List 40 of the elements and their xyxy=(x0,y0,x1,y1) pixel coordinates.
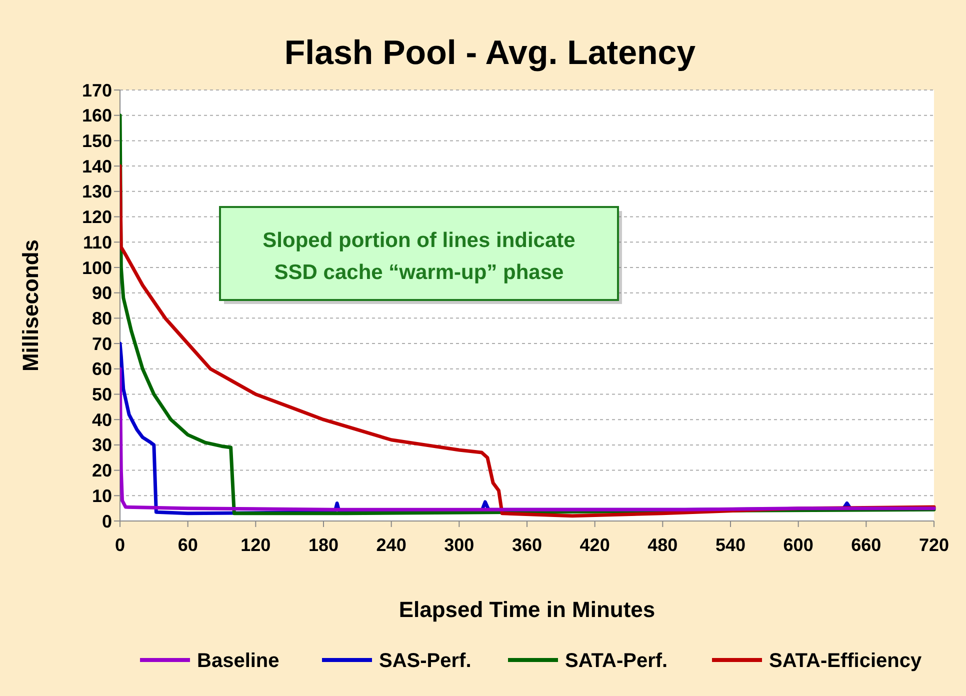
legend-label: SAS-Perf. xyxy=(379,650,472,672)
y-tick-label: 60 xyxy=(92,359,112,380)
x-tick-label: 120 xyxy=(240,535,271,555)
y-tick-label: 50 xyxy=(92,384,112,405)
y-tick-label: 140 xyxy=(82,156,112,176)
x-tick-label: 540 xyxy=(715,535,746,555)
x-tick-label: 180 xyxy=(308,535,339,555)
y-tick-label: 10 xyxy=(92,486,112,506)
x-tick-label: 60 xyxy=(178,535,198,555)
y-tick-label: 110 xyxy=(82,232,112,252)
x-axis-title: Elapsed Time in Minutes xyxy=(398,597,656,622)
legend-label: SATA-Perf. xyxy=(565,650,668,672)
x-tick-label: 240 xyxy=(376,535,406,555)
y-tick-label: 40 xyxy=(92,410,112,430)
x-tick-label: 0 xyxy=(114,535,126,555)
y-tick-label: 160 xyxy=(82,106,112,126)
y-tick-label: 150 xyxy=(82,131,112,152)
x-tick-label: 720 xyxy=(918,535,950,555)
y-tick-label: 90 xyxy=(92,283,112,304)
y-tick-label: 100 xyxy=(82,258,112,278)
y-tick-label: 30 xyxy=(92,435,112,456)
x-tick-label: 480 xyxy=(648,535,678,555)
x-tick-label: 420 xyxy=(580,535,610,555)
y-tick-label: 80 xyxy=(92,308,112,328)
y-tick-label: 20 xyxy=(92,460,112,481)
line-series xyxy=(120,367,936,512)
y-tick-label: 0 xyxy=(102,511,112,532)
legend-label: Baseline xyxy=(197,650,280,672)
chart-title: Flash Pool - Avg. Latency xyxy=(284,34,696,72)
x-tick-label: 660 xyxy=(851,535,882,555)
x-tick-label: 600 xyxy=(783,535,814,555)
annotation: Sloped portion of lines indicate SSD cache “warm-up” phase xyxy=(262,229,576,284)
y-tick-label: 170 xyxy=(82,80,112,100)
y-tick-label: 120 xyxy=(82,207,112,228)
legend-label: SATA-Efficiency xyxy=(769,650,922,672)
y-axis-title: Milliseconds xyxy=(18,239,43,372)
x-tick-label: 360 xyxy=(512,535,542,555)
y-tick-label: 130 xyxy=(82,182,112,202)
y-tick-label: 70 xyxy=(92,334,112,354)
x-tick-label: 300 xyxy=(444,535,474,555)
